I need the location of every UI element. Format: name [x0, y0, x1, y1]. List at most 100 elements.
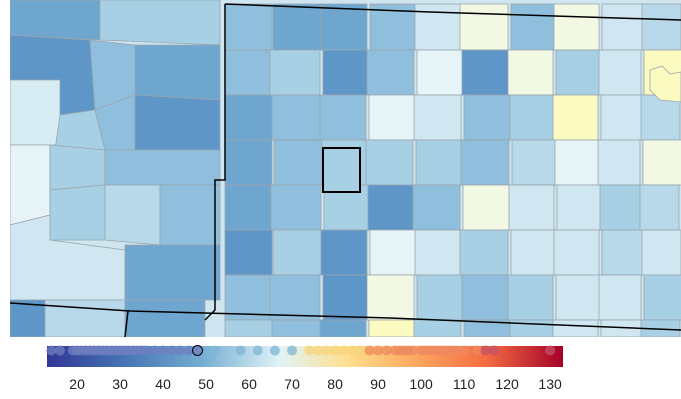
county[interactable] — [224, 319, 273, 337]
county[interactable] — [510, 229, 557, 276]
county[interactable] — [640, 94, 681, 141]
county[interactable] — [10, 79, 61, 146]
legend-tick-label: 20 — [69, 376, 85, 392]
county[interactable] — [269, 274, 321, 321]
county[interactable] — [463, 94, 513, 141]
county[interactable] — [601, 3, 645, 51]
county[interactable] — [643, 274, 681, 321]
county[interactable] — [10, 144, 51, 226]
county[interactable] — [49, 184, 106, 241]
county[interactable] — [459, 3, 509, 51]
county[interactable] — [509, 94, 556, 141]
county[interactable] — [553, 3, 600, 51]
county[interactable] — [224, 184, 273, 231]
county[interactable] — [555, 274, 602, 321]
county[interactable] — [414, 3, 463, 51]
county[interactable] — [597, 139, 641, 186]
county[interactable] — [642, 139, 681, 186]
county[interactable] — [416, 49, 465, 96]
county[interactable] — [10, 0, 101, 41]
county[interactable] — [508, 184, 555, 231]
county[interactable] — [320, 3, 368, 51]
county[interactable] — [104, 184, 161, 246]
legend-county-dot — [545, 345, 556, 356]
county[interactable] — [124, 244, 221, 301]
county[interactable] — [510, 3, 557, 51]
legend-tick-label: 40 — [155, 376, 171, 392]
county[interactable] — [10, 299, 46, 337]
county[interactable] — [104, 149, 221, 186]
selected-county[interactable] — [322, 147, 361, 193]
county[interactable] — [271, 319, 323, 337]
county[interactable] — [369, 229, 418, 276]
choropleth-map[interactable] — [10, 0, 681, 337]
county[interactable] — [368, 319, 417, 337]
county[interactable] — [365, 139, 414, 186]
county[interactable] — [224, 139, 273, 186]
county[interactable] — [224, 94, 273, 141]
county[interactable] — [507, 49, 554, 96]
county[interactable] — [224, 229, 273, 276]
county[interactable] — [553, 229, 600, 276]
legend-tick-label: 70 — [284, 376, 300, 392]
county[interactable] — [555, 49, 602, 96]
county[interactable] — [460, 139, 510, 186]
county[interactable] — [601, 229, 645, 276]
county[interactable] — [459, 229, 509, 276]
county[interactable] — [124, 299, 206, 337]
county[interactable] — [272, 229, 324, 276]
county[interactable] — [462, 184, 512, 231]
county[interactable] — [320, 229, 368, 276]
county[interactable] — [99, 0, 221, 46]
county[interactable] — [366, 274, 415, 321]
county[interactable] — [600, 94, 644, 141]
county[interactable] — [414, 229, 463, 276]
county[interactable] — [272, 3, 324, 51]
county[interactable] — [413, 94, 462, 141]
county[interactable] — [598, 49, 642, 96]
legend-ticks: 20 30 40 50 60 70 80 90 100 110 120 130 — [69, 376, 562, 392]
county[interactable] — [461, 274, 511, 321]
county[interactable] — [319, 94, 367, 141]
legend-county-dot — [381, 345, 392, 356]
county[interactable] — [416, 274, 465, 321]
legend-county-dot — [450, 345, 461, 356]
county[interactable] — [598, 274, 642, 321]
map-canvas[interactable] — [10, 0, 681, 337]
county[interactable] — [552, 94, 599, 141]
legend-county-dot — [321, 345, 332, 356]
county[interactable] — [507, 274, 554, 321]
county[interactable] — [134, 44, 221, 101]
county[interactable] — [415, 139, 464, 186]
county[interactable] — [366, 49, 415, 96]
county[interactable] — [367, 184, 416, 231]
county[interactable] — [412, 184, 461, 231]
county[interactable] — [269, 49, 321, 96]
county[interactable] — [322, 274, 370, 321]
county[interactable] — [649, 65, 681, 103]
county[interactable] — [270, 184, 322, 231]
county[interactable] — [319, 319, 367, 337]
legend-selected-marker — [192, 345, 203, 356]
county[interactable] — [413, 319, 462, 337]
county[interactable] — [552, 319, 599, 337]
county[interactable] — [641, 229, 681, 276]
county[interactable] — [134, 94, 221, 151]
county[interactable] — [49, 144, 106, 191]
county[interactable] — [273, 139, 325, 186]
legend-county-dot — [192, 345, 203, 356]
county[interactable] — [641, 3, 681, 51]
county[interactable] — [159, 184, 221, 246]
legend-county-dot — [269, 345, 280, 356]
county[interactable] — [224, 49, 273, 96]
county[interactable] — [511, 139, 558, 186]
county[interactable] — [461, 49, 511, 96]
county[interactable] — [322, 49, 370, 96]
county[interactable] — [599, 184, 643, 231]
county[interactable] — [556, 184, 603, 231]
county[interactable] — [554, 139, 601, 186]
county[interactable] — [271, 94, 323, 141]
county[interactable] — [224, 3, 273, 51]
county[interactable] — [639, 184, 680, 231]
county[interactable] — [368, 94, 417, 141]
